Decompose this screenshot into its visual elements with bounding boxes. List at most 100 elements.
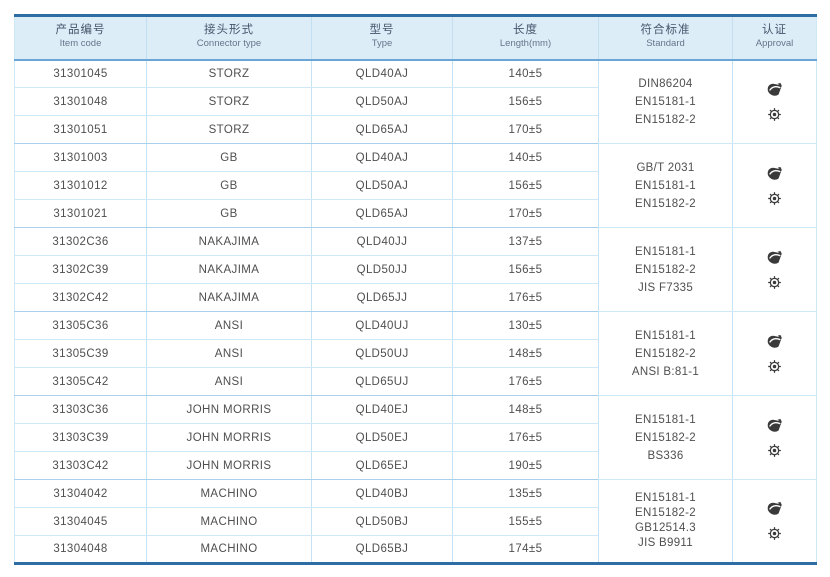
cell-item-code: 31301048 bbox=[14, 87, 147, 116]
cell-item-code: 31301045 bbox=[14, 59, 147, 88]
header-type-zh: 型号 bbox=[369, 24, 395, 37]
header-item-code-en: Item code bbox=[59, 38, 102, 50]
cell-connector-type: ANSI bbox=[146, 367, 312, 396]
cell-item-code: 31301012 bbox=[14, 171, 147, 200]
cell-standard: EN15181-1 EN15182-2 ANSI B:81-1 bbox=[598, 311, 733, 396]
cell-item-code: 31305C39 bbox=[14, 339, 147, 368]
cell-item-code: 31305C42 bbox=[14, 367, 147, 396]
cell-length: 170±5 bbox=[452, 199, 599, 228]
standard-line: GB12514.3 bbox=[635, 522, 696, 534]
cell-length: 170±5 bbox=[452, 115, 599, 144]
page: 产品编号 Item code 接头形式 Connector type 型号 Ty… bbox=[14, 14, 817, 565]
wheel-mark-icon bbox=[768, 443, 781, 457]
cell-connector-type: NAKAJIMA bbox=[146, 227, 312, 256]
column-header-standard: 符合标准 Standard bbox=[598, 15, 733, 61]
cell-connector-type: GB bbox=[146, 143, 312, 172]
table-row: 31303C42 JOHN MORRIS QLD65EJ 190±5 bbox=[14, 451, 817, 480]
cell-length: 155±5 bbox=[452, 507, 599, 536]
standard-line: EN15181-1 bbox=[635, 245, 696, 258]
cell-type: QLD50JJ bbox=[311, 255, 453, 284]
cell-length: 137±5 bbox=[452, 227, 599, 256]
cell-length: 176±5 bbox=[452, 423, 599, 452]
wheel-mark-icon bbox=[768, 191, 781, 205]
standard-line: EN15181-1 bbox=[635, 95, 696, 108]
cell-type: QLD65AJ bbox=[311, 199, 453, 228]
wheel-mark-icon bbox=[768, 107, 781, 121]
table-header: 产品编号 Item code 接头形式 Connector type 型号 Ty… bbox=[14, 15, 817, 61]
header-approval-zh: 认证 bbox=[762, 24, 787, 37]
cell-connector-type: GB bbox=[146, 199, 312, 228]
cell-item-code: 31303C42 bbox=[14, 451, 147, 480]
table-row: 31305C36 ANSI QLD40UJ 130±5 EN15181-1 EN15182… bbox=[14, 311, 817, 396]
cell-length: 176±5 bbox=[452, 367, 599, 396]
header-row: 产品编号 Item code 接头形式 Connector type 型号 Ty… bbox=[14, 15, 817, 61]
cell-connector-type: MACHINO bbox=[146, 507, 312, 536]
standard-line: EN15182-2 bbox=[635, 431, 696, 444]
approval-icons bbox=[733, 250, 816, 290]
cell-connector-type: GB bbox=[146, 171, 312, 200]
certificate-icon bbox=[767, 250, 782, 264]
cell-approval bbox=[732, 227, 817, 312]
standard-line: GB/T 2031 bbox=[636, 161, 695, 174]
cell-item-code: 31301003 bbox=[14, 143, 147, 172]
cell-type: QLD50AJ bbox=[311, 171, 453, 200]
cell-type: QLD50BJ bbox=[311, 507, 453, 536]
header-connector-type-en: Connector type bbox=[196, 38, 262, 50]
column-header-item-code: 产品编号 Item code bbox=[14, 15, 147, 61]
product-table-body: 31301045 STORZ QLD40AJ 140±5 DIN86204 EN15181… bbox=[14, 59, 817, 564]
certificate-icon bbox=[767, 166, 782, 180]
table-row: 31303C36 JOHN MORRIS QLD40EJ 148±5 EN15181-1… bbox=[14, 395, 817, 480]
cell-standard: DIN86204 EN15181-1 EN15182-2 bbox=[598, 59, 733, 144]
wheel-mark-icon bbox=[768, 275, 781, 289]
cell-connector-type: JOHN MORRIS bbox=[146, 451, 312, 480]
cell-connector-type: STORZ bbox=[146, 59, 312, 88]
cell-item-code: 31303C36 bbox=[14, 395, 147, 424]
cell-length: 140±5 bbox=[452, 59, 599, 88]
cell-item-code: 31305C36 bbox=[14, 311, 147, 340]
cell-standard: EN15181-1 EN15182-2 JIS F7335 bbox=[598, 227, 733, 312]
table-row: 31304045 MACHINO QLD50BJ 155±5 bbox=[14, 507, 817, 536]
header-type-en: Type bbox=[371, 38, 393, 50]
cell-length: 156±5 bbox=[452, 171, 599, 200]
cell-standard: EN15181-1 EN15182-2 GB12514.3 JIS B9911 bbox=[598, 479, 733, 564]
cell-approval bbox=[732, 59, 817, 144]
cell-item-code: 31304048 bbox=[14, 535, 147, 564]
standard-line: EN15181-1 bbox=[635, 492, 696, 504]
standard-line: EN15182-2 bbox=[635, 113, 696, 126]
cell-type: QLD65AJ bbox=[311, 115, 453, 144]
header-standard-en: Standard bbox=[646, 38, 685, 50]
cell-length: 156±5 bbox=[452, 87, 599, 116]
certificate-icon bbox=[767, 501, 782, 515]
header-length-en: Length(mm) bbox=[499, 38, 552, 50]
cell-length: 174±5 bbox=[452, 535, 599, 564]
cell-type: QLD40BJ bbox=[311, 479, 453, 508]
cell-item-code: 31301051 bbox=[14, 115, 147, 144]
table-row: 31302C36 NAKAJIMA QLD40JJ 137±5 EN15181-1 EN1… bbox=[14, 227, 817, 312]
wheel-mark-icon bbox=[768, 359, 781, 373]
table-row: 31301045 STORZ QLD40AJ 140±5 DIN86204 EN15181… bbox=[14, 59, 817, 144]
cell-type: QLD40AJ bbox=[311, 143, 453, 172]
cell-type: QLD50UJ bbox=[311, 339, 453, 368]
table-row: 31301003 GB QLD40AJ 140±5 GB/T 2031 EN15181-1… bbox=[14, 143, 817, 228]
cell-type: QLD40JJ bbox=[311, 227, 453, 256]
cell-length: 148±5 bbox=[452, 339, 599, 368]
cell-length: 148±5 bbox=[452, 395, 599, 424]
cell-connector-type: MACHINO bbox=[146, 479, 312, 508]
wheel-mark-icon bbox=[768, 527, 781, 540]
certificate-icon bbox=[767, 418, 782, 432]
table-row: 31301051 STORZ QLD65AJ 170±5 bbox=[14, 115, 817, 144]
table-row: 31302C39 NAKAJIMA QLD50JJ 156±5 bbox=[14, 255, 817, 284]
standard-line: EN15182-2 bbox=[635, 197, 696, 210]
cell-length: 176±5 bbox=[452, 283, 599, 312]
certificate-icon bbox=[767, 334, 782, 348]
header-item-code-zh: 产品编号 bbox=[55, 24, 106, 37]
cell-type: QLD40AJ bbox=[311, 59, 453, 88]
cell-connector-type: MACHINO bbox=[146, 535, 312, 564]
certificate-icon bbox=[767, 82, 782, 96]
approval-icons bbox=[733, 418, 816, 458]
table-row: 31304048 MACHINO QLD65BJ 174±5 bbox=[14, 535, 817, 564]
table-row: 31301048 STORZ QLD50AJ 156±5 bbox=[14, 87, 817, 116]
cell-length: 135±5 bbox=[452, 479, 599, 508]
cell-connector-type: ANSI bbox=[146, 311, 312, 340]
cell-item-code: 31304045 bbox=[14, 507, 147, 536]
